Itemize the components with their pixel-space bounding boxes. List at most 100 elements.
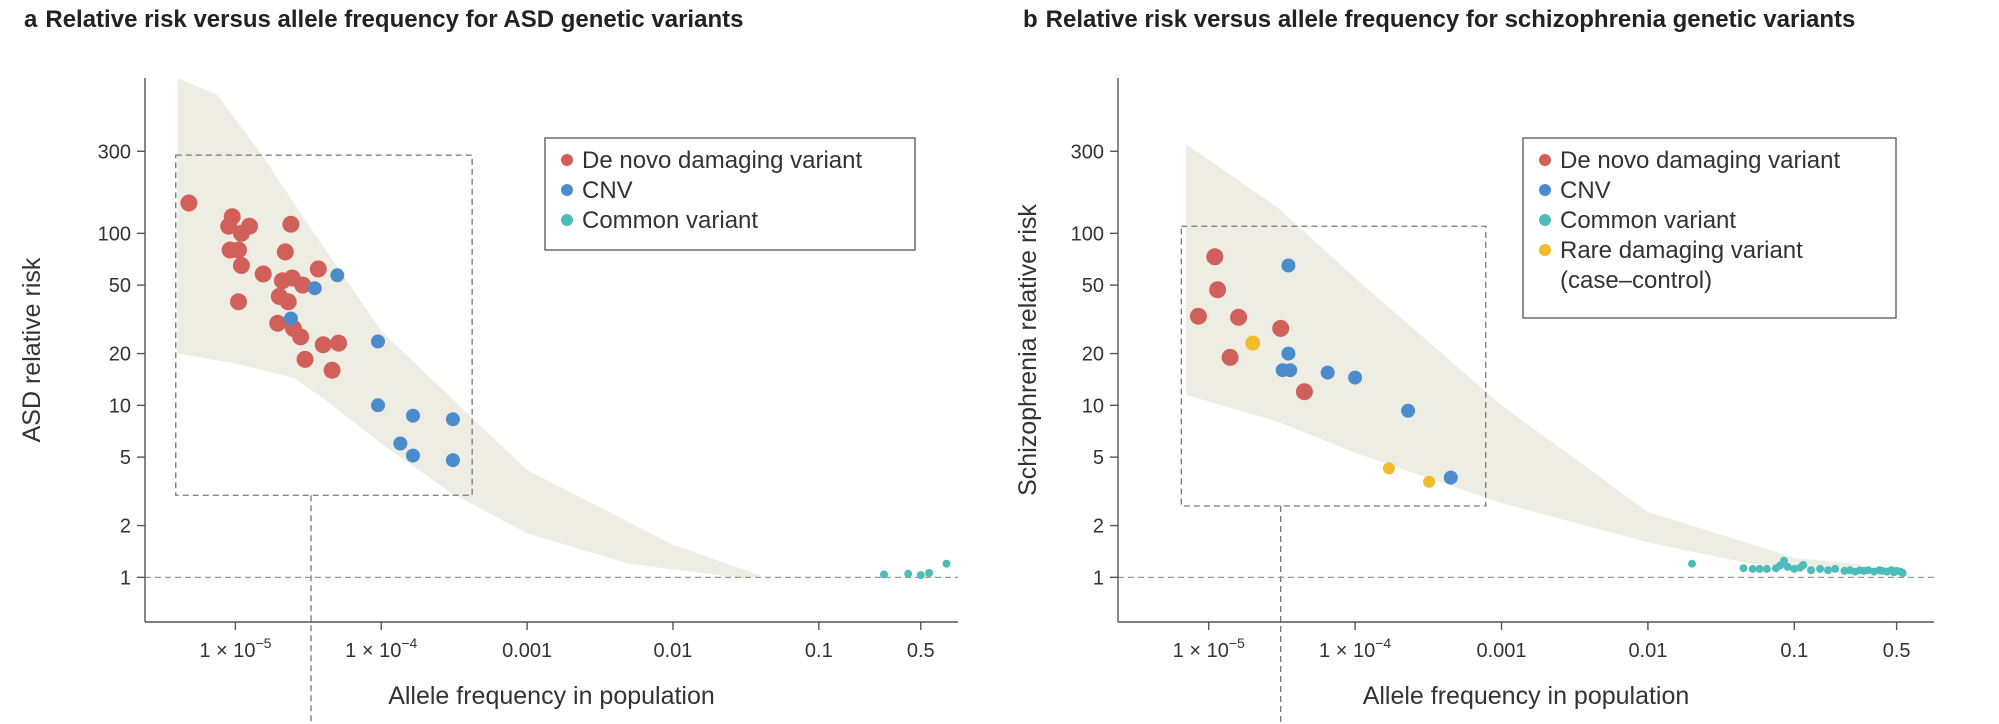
y-tick-label: 10 [109,395,131,417]
data-point [925,569,934,577]
x-tick-label: 1 × 10−4 [1319,635,1391,662]
data-point [1783,562,1792,571]
legend-marker [561,154,573,166]
data-point [314,336,332,354]
data-point [1790,564,1799,573]
y-tick-label: 10 [1082,395,1104,417]
data-point [1739,564,1748,573]
x-tick-label: 0.5 [1883,640,1911,662]
data-point [406,408,420,423]
data-point [1320,365,1335,380]
data-point [254,265,272,283]
data-point [1748,564,1757,573]
data-point [221,241,239,259]
y-tick-label: 5 [1093,447,1104,469]
legend-label: CNV [1560,177,1611,204]
risk-band [1186,144,1865,571]
data-point [1799,561,1808,569]
panel-a-letter: a [24,6,38,33]
data-point [283,311,298,326]
legend-label: Common variant [1560,207,1736,234]
rare-variant-box [1180,225,1487,507]
data-point [1281,258,1296,273]
data-point [1401,403,1416,418]
x-tick-label: 0.001 [1476,640,1526,662]
data-point [1295,383,1313,401]
data-point [1245,335,1261,351]
legend-label: (case–control) [1560,267,1712,294]
x-tick-label: 0.01 [1628,640,1667,662]
legend-marker [1539,244,1551,256]
legend-label: Rare damaging variant [1560,237,1803,264]
data-point [232,257,250,274]
panel-b-heading: b Relative risk versus allele frequency f… [1023,6,1855,34]
x-tick-label: 1 × 10−5 [1173,635,1245,662]
y-tick-label: 100 [1071,223,1104,245]
y-tick-label: 50 [109,275,131,297]
data-point [1272,319,1290,337]
data-point [1348,370,1363,385]
data-point [296,350,314,368]
legend-box [1522,137,1897,319]
data-point [1688,559,1696,568]
data-point [1780,556,1788,565]
y-tick-label: 2 [120,516,131,538]
data-point [1755,564,1764,573]
y-tick-label: 1 [120,567,131,589]
legend-marker [561,214,573,226]
data-point [1762,564,1771,573]
data-point [393,436,408,451]
chart-a-svg: 1 2 5 10 20 50 100 300 1 × 10−5 1 × 10−4 0.001 0.01… [18,78,958,724]
data-point [1281,346,1296,361]
x-tick-label: 0.01 [653,640,692,662]
data-point [406,448,420,463]
y-tick-label: 2 [1093,516,1104,538]
data-point [1189,307,1207,325]
data-point [371,398,385,413]
data-point [445,412,460,427]
data-point [294,276,312,294]
y-tick-label: 50 [1082,275,1104,297]
data-point [232,224,250,242]
y-tick-label: 300 [1071,141,1104,163]
chart-b-svg: 1 2 5 10 20 50 100 300 1 × 10−5 1 × 10−4 0.001 0.01… [1014,78,1934,724]
data-point [916,571,925,580]
data-point [282,215,300,233]
panel-a-heading: a Relative risk versus allele frequency f… [24,6,743,34]
y-tick-label: 300 [98,141,131,163]
data-point [1423,475,1436,488]
data-point [1382,462,1395,475]
data-point [904,569,913,578]
x-axis-title: Allele frequency in population [1363,682,1690,710]
data-point [1816,564,1825,573]
y-tick-label: 1 [1093,567,1104,589]
x-tick-label: 0.1 [1780,640,1808,662]
x-tick-label: 0.001 [502,640,552,662]
data-point [292,328,310,346]
y-axis-title: ASD relative risk [18,257,46,442]
data-point [1824,566,1832,575]
x-tick-label: 1 × 10−4 [345,635,417,662]
data-point [1230,308,1248,326]
data-point [1443,470,1458,485]
data-point [309,260,327,278]
legend-label: De novo damaging variant [1560,147,1841,174]
y-tick-label: 5 [120,447,131,469]
panel-a-title: Relative risk versus allele frequency fo… [45,6,744,33]
data-point [230,293,247,311]
x-tick-label: 1 × 10−5 [199,635,271,662]
data-point [276,243,294,261]
rare-variant-box [175,154,473,496]
data-point [1807,566,1815,575]
legend-label: Common variant [582,207,758,234]
data-point [1221,348,1239,366]
y-tick-label: 100 [98,223,131,245]
data-point [1206,248,1224,266]
y-tick-label: 20 [1082,344,1104,366]
legend-marker [1539,214,1551,226]
data-point [323,361,341,379]
data-point [330,334,348,352]
x-tick-label: 0.5 [907,640,935,662]
legend-marker [1539,184,1551,196]
legend-label: De novo damaging variant [582,147,863,174]
